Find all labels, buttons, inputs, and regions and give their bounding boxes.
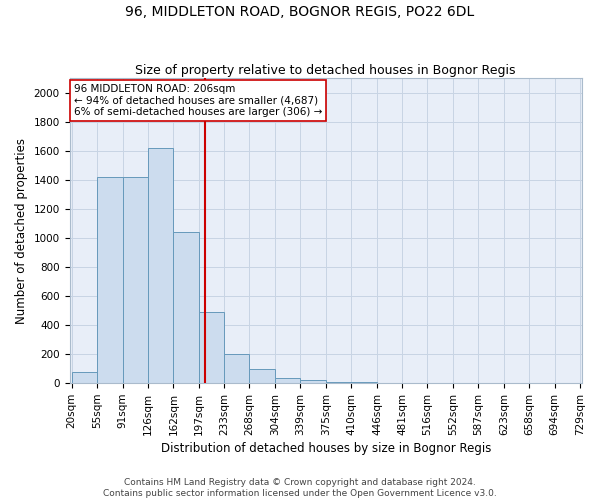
Bar [97,177,122,383]
Text: 96, MIDDLETON ROAD, BOGNOR REGIS, PO22 6DL: 96, MIDDLETON ROAD, BOGNOR REGIS, PO22 6… [125,5,475,19]
Bar [224,354,250,383]
Bar [173,232,199,383]
Bar [148,148,173,383]
Text: 96 MIDDLETON ROAD: 206sqm
← 94% of detached houses are smaller (4,687)
6% of sem: 96 MIDDLETON ROAD: 206sqm ← 94% of detac… [74,84,322,117]
Bar [351,382,377,383]
Y-axis label: Number of detached properties: Number of detached properties [15,138,28,324]
Bar [250,368,275,383]
Bar [199,312,224,383]
Text: Contains HM Land Registry data © Crown copyright and database right 2024.
Contai: Contains HM Land Registry data © Crown c… [103,478,497,498]
Title: Size of property relative to detached houses in Bognor Regis: Size of property relative to detached ho… [136,64,516,77]
Bar [326,382,351,383]
Bar [71,372,97,383]
Bar [122,177,148,383]
X-axis label: Distribution of detached houses by size in Bognor Regis: Distribution of detached houses by size … [161,442,491,455]
Bar [300,380,326,383]
Bar [275,378,300,383]
